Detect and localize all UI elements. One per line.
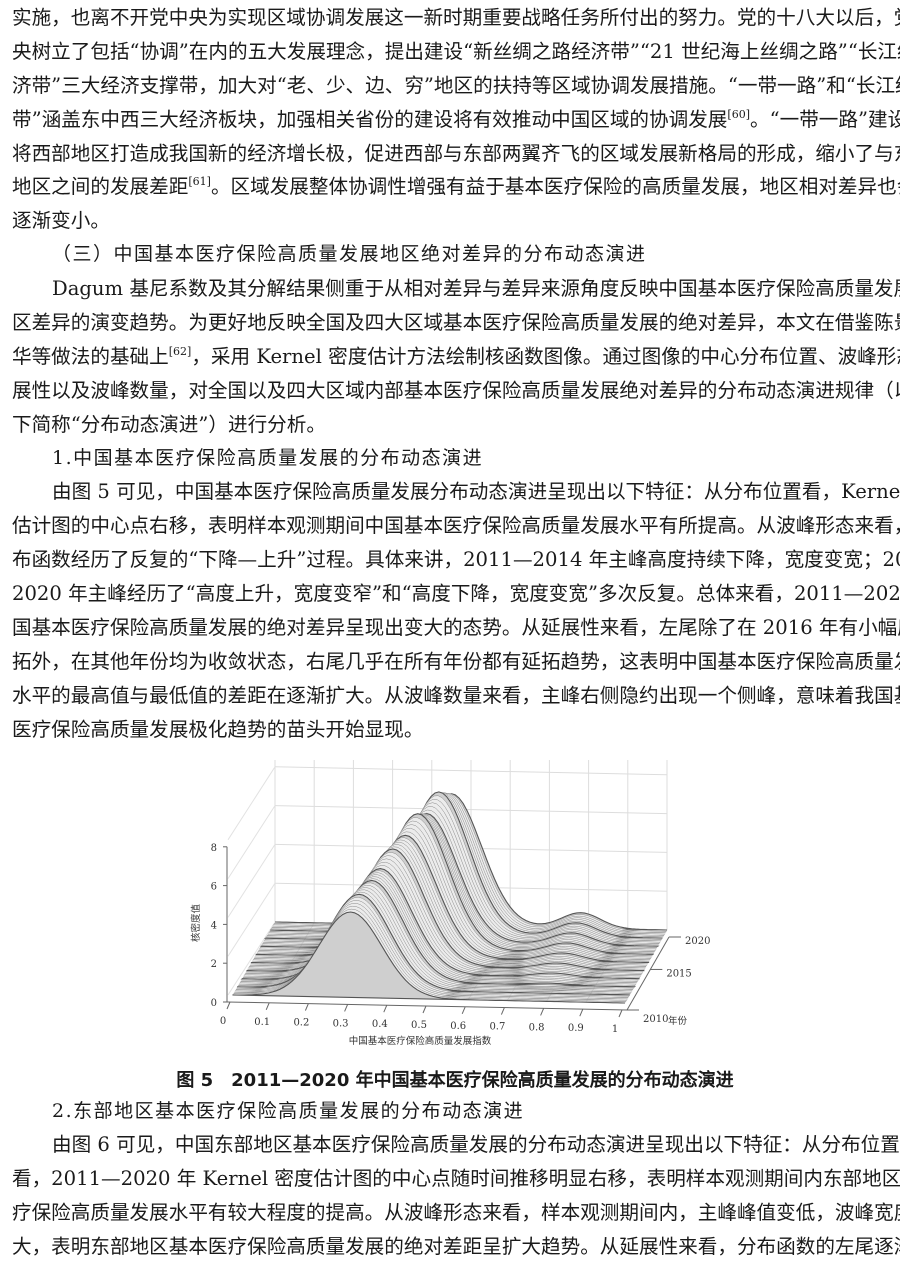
citation-ref: [60] (727, 107, 750, 121)
x-tick-label: 0.3 (333, 1018, 349, 1029)
x-tick (618, 1009, 623, 1018)
z-tick-label: 8 (211, 843, 217, 854)
x-tick-label: 0.6 (450, 1021, 466, 1032)
x-tick-label: 0.9 (568, 1023, 584, 1034)
year-axis (626, 936, 670, 1011)
paragraph-line: 疗保险高质量发展水平有较大程度的提高。从波峰形态来看，样本观测期间内，主峰峰值变… (12, 1200, 900, 1224)
paragraph-line: 带”涵盖东中西三大经济板块，加强相关省份的建设将有效推动中国区域的协调发展[60… (12, 107, 900, 131)
side-grid-line (227, 805, 276, 879)
x-tick (304, 1003, 309, 1011)
citation-ref: [61] (188, 175, 211, 189)
paragraph-line: 地区之间的发展差距[61]。区域发展整体协调性增强有益于基本医疗保险的高质量发展… (12, 175, 900, 199)
x-tick (500, 1007, 505, 1015)
body-text-bottom: 2.东部地区基本医疗保险高质量发展的分布动态演进由图 6 可见，中国东部地区基本… (12, 1095, 900, 1264)
section-heading: （三）中国基本医疗保险高质量发展地区绝对差异的分布动态演进 (52, 243, 647, 266)
paragraph-line: 区差异的演变趋势。为更好地反映全国及四大区域基本医疗保险高质量发展的绝对差异，本… (12, 311, 900, 335)
side-grid-line (227, 882, 276, 957)
paragraph-line: 由图 5 可见，中国基本医疗保险高质量发展分布动态演进呈现出以下特征：从分布位置… (52, 480, 900, 504)
paragraph-line: 展性以及波峰数量，对全国以及四大区域内部基本医疗保险高质量发展绝对差异的分布动态… (12, 378, 900, 402)
x-tick-label: 1 (612, 1024, 618, 1035)
x-axis (226, 1001, 628, 1011)
x-tick-label: 0.1 (254, 1017, 270, 1028)
section-heading: 1.中国基本医疗保险高质量发展的分布动态演进 (52, 446, 484, 469)
x-tick (422, 1005, 427, 1014)
x-tick-label: 0.2 (293, 1018, 309, 1029)
paragraph-line: 央树立了包括“协调”在内的五大发展理念，提出建设“新丝绸之路经济带”“21 世纪… (12, 39, 900, 63)
paragraph-line: 由图 6 可见，中国东部地区基本医疗保险高质量发展的分布动态演进呈现出以下特征：… (52, 1133, 900, 1156)
x-tick-label: 0 (220, 1016, 226, 1027)
paragraph-line: 估计图的中心点右移，表明样本观测期间中国基本医疗保险高质量发展水平有所提高。从波… (12, 514, 900, 538)
z-tick-label: 2 (211, 959, 217, 970)
paragraph-line: 下简称“分布动态演进”）进行分析。 (12, 412, 326, 436)
year-tick-label: 2020 (685, 936, 710, 947)
paragraph-line: 看，2011—2020 年 Kernel 密度估计图的中心点随时间推移明显右移，… (12, 1166, 900, 1190)
year-tick-label: 2010 (643, 1014, 668, 1025)
x-tick (461, 1006, 466, 1014)
surface-year-curve (232, 911, 626, 1004)
paragraph-line: 将西部地区打造成我国新的经济增长极，促进西部与东部两翼齐飞的区域发展新格局的形成… (12, 141, 900, 165)
z-tick-label: 0 (211, 998, 217, 1009)
side-grid-line (227, 921, 276, 996)
paragraph-line: 水平的最高值与最低值的差距在逐渐扩大。从波峰数量来看，主峰右侧隐约出现一个侧峰，… (12, 683, 900, 707)
x-tick (579, 1009, 584, 1017)
year-tick-label: 2015 (666, 968, 691, 979)
paragraph-line: 大，表明东部地区基本医疗保险高质量发展的绝对差距呈扩大趋势。从延展性来看，分布函… (12, 1234, 900, 1258)
x-tick (226, 1001, 231, 1010)
x-tick (540, 1008, 545, 1016)
x-tick-label: 0.7 (489, 1022, 505, 1033)
paragraph-line: 布函数经历了反复的“下降—上升”过程。具体来讲，2011—2014 年主峰高度持… (12, 548, 900, 572)
year-axis-label: 年份 (668, 1015, 688, 1027)
x-tick (383, 1005, 388, 1013)
x-tick-label: 0.8 (529, 1022, 545, 1033)
x-tick-label: 0.5 (411, 1020, 427, 1031)
paragraph-line: 华等做法的基础上[62]，采用 Kernel 密度估计方法绘制核函数图像。通过图… (12, 344, 900, 368)
back-grid-line (274, 805, 668, 815)
section-heading: 2.东部地区基本医疗保险高质量发展的分布动态演进 (52, 1100, 525, 1122)
paragraph-line: 拓外，在其他年份均为收敛状态，右尾几乎在所有年份都有延拓趋势，这表明中国基本医疗… (12, 649, 900, 673)
z-tick-label: 6 (211, 882, 217, 893)
figure-caption: 图 5 2011—2020 年中国基本医疗保险高质量发展的分布动态演进 (176, 1070, 734, 1091)
back-grid-line (274, 766, 668, 776)
paragraph-line: 济带”三大经济支撑带，加大对“老、少、边、穷”地区的扶持等区域协调发展措施。“一… (12, 73, 900, 97)
z-axis-label: 核密度值 (190, 904, 202, 943)
x-tick-label: 0.4 (372, 1019, 388, 1030)
paragraph-line: 2020 年主峰经历了“高度上升，宽度变窄”和“高度下降，宽度变宽”多次反复。总… (12, 582, 900, 606)
x-tick (265, 1002, 270, 1010)
x-tick (344, 1004, 349, 1012)
paragraph-line: 医疗保险高质量发展极化趋势的苗头开始显现。 (12, 717, 424, 741)
side-grid-line (227, 766, 276, 841)
side-grid-line (227, 844, 276, 918)
body-text-top: 实施，也离不开党中央为实现区域协调发展这一新时期重要战略任务所付出的努力。党的十… (12, 1, 900, 747)
z-tick-label: 4 (211, 920, 217, 931)
citation-ref: [62] (168, 344, 192, 358)
x-axis-label: 中国基本医疗保险高质量发展指数 (349, 1035, 492, 1047)
figure-5-kernel-density-3d: 0 2 4 6 8 0 0.1 0.2 0.3 0.4 0.5 0.6 0.7 0.8 0.9 1 2010 20… (190, 760, 710, 1047)
paragraph-line: Dagum 基尼系数及其分解结果侧重于从相对差异与差异来源角度反映中国基本医疗保… (52, 277, 900, 301)
paragraph-line: 逐渐变小。 (12, 209, 110, 233)
paragraph-line: 实施，也离不开党中央为实现区域协调发展这一新时期重要战略任务所付出的努力。党的十… (12, 6, 900, 29)
paragraph-line: 国基本医疗保险高质量发展的绝对差异呈现出变大的态势。从延展性来看，左尾除了在 2… (12, 616, 900, 640)
